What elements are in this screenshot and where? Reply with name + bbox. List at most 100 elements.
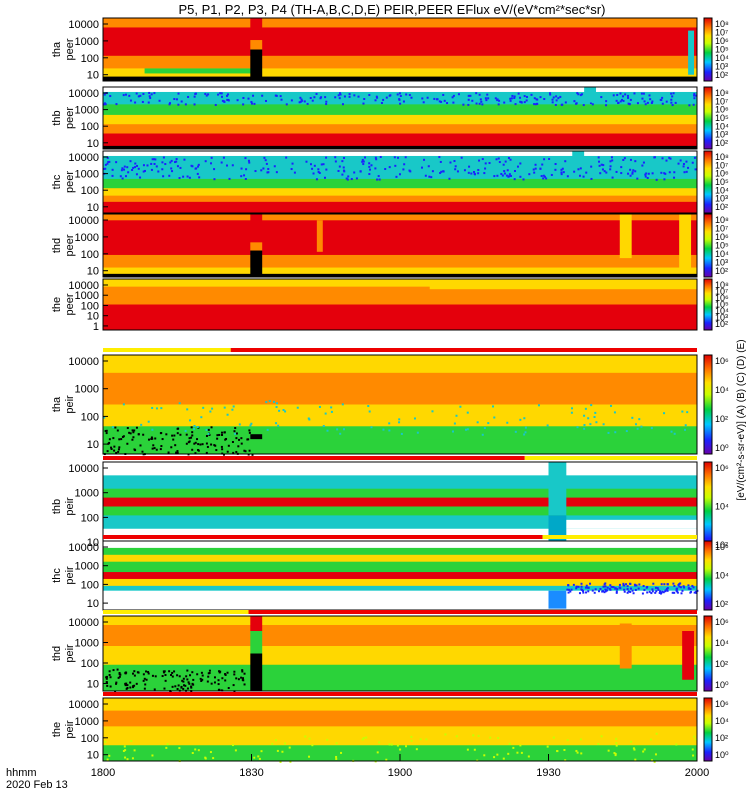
spectrogram-speckle — [651, 759, 654, 762]
spectrogram-speckle — [629, 158, 632, 161]
spectrogram-speckle — [385, 758, 388, 761]
spectrogram-speckle — [176, 427, 179, 430]
spectrogram-speckle — [142, 433, 145, 436]
spectrogram-speckle — [211, 407, 214, 410]
spectrogram-speckle — [665, 587, 668, 590]
spectrogram-speckle — [497, 736, 500, 739]
spectrogram-speckle — [193, 427, 196, 430]
spectrogram-speckle — [325, 103, 328, 106]
colorbar-tick-label: 10⁰ — [715, 750, 729, 760]
colorbar-tick-label: 10⁵ — [715, 241, 729, 251]
spectrogram-speckle — [284, 742, 287, 745]
spectrogram-speckle — [543, 98, 546, 101]
spectrogram-speckle — [363, 97, 366, 100]
spectrogram-speckle — [191, 165, 194, 168]
spectrogram-speckle — [124, 175, 127, 178]
spectrogram-speckle — [694, 94, 697, 97]
colorbar-tick-label: 10² — [715, 659, 728, 669]
colorbar-tick-label: 10³ — [715, 194, 728, 204]
spectrogram-speckle — [153, 162, 156, 165]
spectrogram-speckle — [330, 406, 333, 409]
spectrogram-speckle — [161, 168, 164, 171]
spectrogram-band — [103, 145, 697, 150]
spectrogram-speckle — [315, 92, 318, 95]
spectrogram-speckle — [368, 410, 371, 413]
spectrogram-speckle — [645, 172, 648, 175]
spectrogram-band — [103, 616, 697, 626]
spectrogram-speckle — [416, 431, 419, 434]
spectrogram-speckle — [213, 676, 216, 679]
y-tick-label: 10000 — [68, 542, 99, 554]
spectrogram-speckle — [224, 438, 227, 441]
panel-tha-peer: 10000 1000 100 10 tha peer 10⁸10⁷10⁶10⁵10⁴10³1… — [51, 17, 729, 82]
panel-thd-peer: 10000 1000 100 10 thd peer 10⁸10⁷10⁶10⁵10⁴10³1… — [51, 213, 729, 278]
spectrogram-speckle — [137, 433, 140, 436]
spectrogram-speckle — [122, 749, 125, 752]
spectrogram-speckle — [240, 676, 243, 679]
spectrogram-speckle — [140, 423, 143, 426]
y-tick-label: 10000 — [68, 699, 99, 711]
spectrogram-speckle — [273, 400, 276, 403]
spectrogram-speckle — [665, 159, 668, 162]
spectrogram-speckle — [106, 162, 109, 165]
spectrogram-speckle — [378, 178, 381, 181]
spectrogram-speckle — [676, 591, 679, 594]
spectrogram-speckle — [481, 433, 484, 436]
spectrogram-speckle — [618, 583, 621, 586]
spectrogram-speckle — [645, 586, 648, 589]
spectrogram-speckle — [216, 434, 219, 437]
spectrogram-speckle — [673, 591, 676, 594]
spectrogram-speckle — [600, 735, 603, 738]
spectrogram-speckle — [486, 93, 489, 96]
spectrogram-speckle — [326, 738, 329, 741]
spectrogram-speckle — [177, 92, 180, 95]
spectrogram-speckle — [535, 98, 538, 101]
spectrogram-band — [103, 151, 697, 157]
spectrogram-speckle — [264, 159, 267, 162]
spectrogram-speckle — [580, 752, 583, 755]
spectrogram-speckle — [212, 757, 215, 760]
spectrogram-speckle — [175, 98, 178, 101]
spectrogram-speckle — [184, 684, 187, 687]
colorbar — [703, 354, 713, 455]
spectrogram-speckle — [312, 172, 315, 175]
spectrogram-speckle — [627, 172, 630, 175]
status-bar-segment — [103, 610, 249, 614]
y-tick-label: 100 — [81, 185, 99, 197]
colorbar-tick-label: 10⁷ — [715, 160, 728, 170]
spectrogram-speckle — [431, 410, 434, 413]
spectrogram-speckle — [115, 103, 118, 106]
spectrogram-speckle — [378, 741, 381, 744]
spectrogram-feature — [566, 519, 697, 529]
spectrogram-speckle — [306, 102, 309, 105]
spectrogram-speckle — [233, 430, 236, 433]
spectrogram-speckle — [617, 102, 620, 105]
spectrogram-speckle — [224, 673, 227, 676]
spectrogram-speckle — [470, 172, 473, 175]
spectrogram-speckle — [554, 168, 557, 171]
spectrogram-speckle — [220, 161, 223, 164]
spectrogram-speckle — [200, 671, 203, 674]
spectrogram-speckle — [533, 97, 536, 100]
y-axis-label-probe: thb — [51, 110, 63, 125]
spectrogram-speckle — [569, 590, 572, 593]
spectrogram-speckle — [494, 97, 497, 100]
spectrogram-speckle — [175, 158, 178, 161]
spectrogram-speckle — [119, 175, 122, 178]
spectrogram-speckle — [506, 169, 509, 172]
colorbar-tick-label: 10³ — [715, 62, 728, 72]
spectrogram-speckle — [153, 158, 156, 161]
spectrogram-speckle — [388, 429, 391, 432]
spectrogram-speckle — [222, 453, 225, 456]
spectrogram-speckle — [201, 678, 204, 681]
colorbar-tick-label: 10⁷ — [715, 287, 728, 297]
spectrogram-speckle — [223, 431, 226, 434]
panel-thc-peir: 10000 1000 100 10 thc peir 10⁶ 10⁴ 10² — [51, 540, 729, 611]
spectrogram-speckle — [673, 171, 676, 174]
spectrogram-speckle — [396, 93, 399, 96]
spectrogram-speckle — [131, 168, 134, 171]
y-tick-label: 1000 — [75, 384, 99, 396]
spectrogram-speckle — [398, 98, 401, 101]
spectrogram-speckle — [232, 684, 235, 687]
y-tick-label: 1000 — [75, 36, 99, 48]
